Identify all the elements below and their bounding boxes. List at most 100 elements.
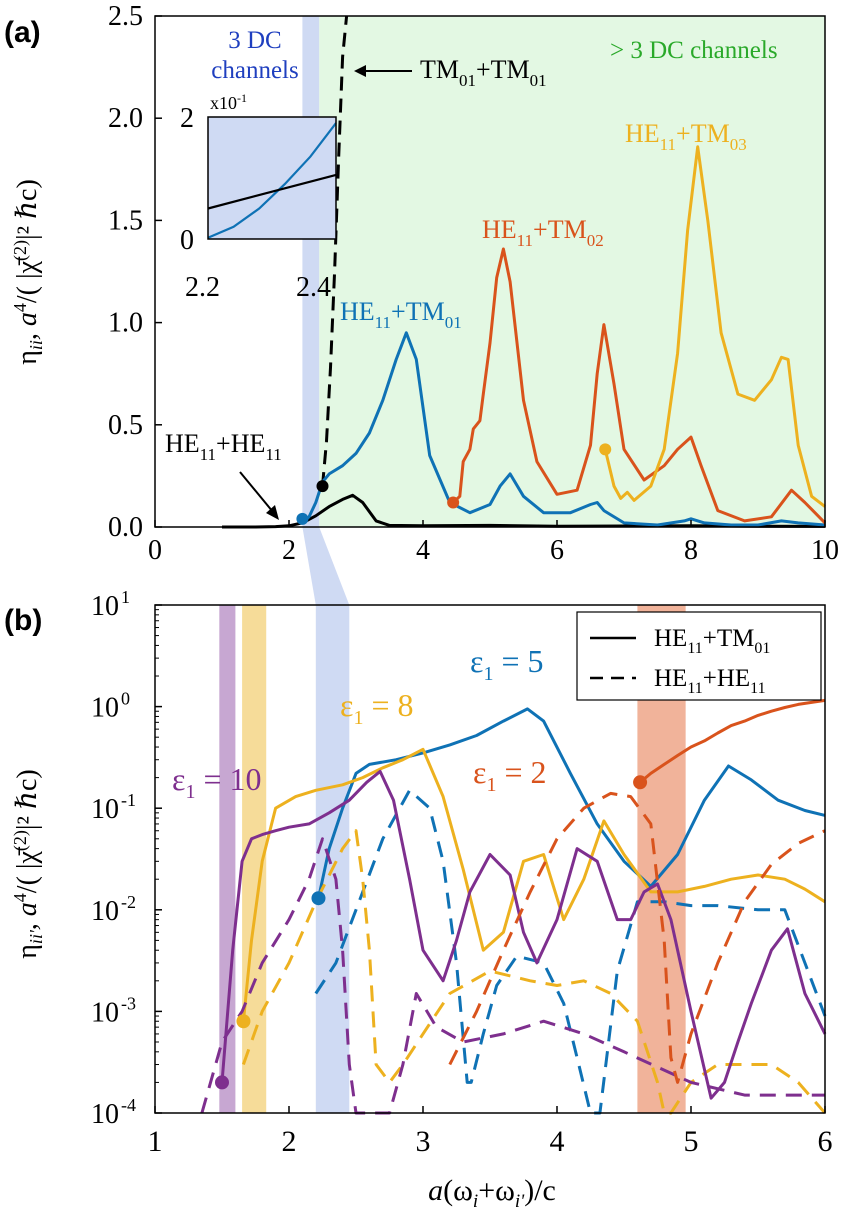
- zoom-connector: [302, 527, 350, 605]
- ytick-label-b-1: 10: [91, 693, 119, 724]
- ytick-label-b-3: 10: [91, 896, 119, 927]
- label-he11-tm01: HE11+TM01: [340, 297, 462, 332]
- arrow-he11-he11: [239, 471, 274, 513]
- inset-exponent: x10-1: [210, 91, 247, 113]
- panel-b-tag: (b): [4, 604, 42, 637]
- panel-a-frame: [154, 15, 826, 528]
- panel-b-xlabel: a(ωi+ωi')/c: [428, 1174, 556, 1212]
- legend-dashed-label: HE11+HE11: [654, 665, 766, 697]
- ytick-label-b-4: 10: [91, 997, 119, 1028]
- legend-box: [576, 611, 822, 701]
- ytick-label-a-4: 2.0: [108, 103, 143, 134]
- legend-solid-label: HE11+TM01: [654, 625, 770, 657]
- xtick-label-b-1: 2: [282, 1125, 297, 1158]
- ytick-exp-b-1: 0: [121, 689, 130, 709]
- series-b-2: [241, 747, 826, 1022]
- inset-xtick-left: 2.2: [185, 272, 220, 303]
- xtick-label-a-5: 10: [811, 535, 839, 566]
- region-3dc-label-line2: channels: [211, 57, 298, 84]
- label-he11-tm02: HE11+TM02: [482, 215, 604, 250]
- series-b-5: [200, 837, 825, 1115]
- series-a-3: [452, 247, 827, 524]
- arrowhead-he11-he11: [266, 505, 279, 520]
- inset-series-0: [207, 122, 337, 239]
- inset-frame: [207, 116, 337, 240]
- xtick-label-a-0: 0: [148, 535, 162, 566]
- region-more-dc: [319, 16, 825, 527]
- series-b-0: [317, 707, 826, 899]
- series-b-1: [314, 788, 827, 1115]
- panel-a-ylabel: ηii, a4/( |χ̄(2)|² ℏc): [10, 179, 46, 365]
- xtick-label-b-5: 6: [818, 1125, 833, 1158]
- marker-a-3: [599, 443, 612, 456]
- panel-b-ylabel: ηii', a4/( |χ̄(2)|² ℏc): [10, 769, 46, 958]
- annotation-eps8: ε1 = 8: [340, 687, 413, 729]
- inset-series-1: [207, 173, 337, 210]
- label-he11-he11: HE11+HE11: [165, 429, 282, 464]
- label-he11-tm03: HE11+TM03: [625, 119, 747, 154]
- inset-series: [207, 122, 337, 239]
- inset-ytick-top: 2: [180, 103, 194, 134]
- series-b-7: [448, 791, 826, 1084]
- zoom-connector-shape: [302, 527, 350, 605]
- xtick-label-b-4: 5: [684, 1125, 699, 1158]
- ytick-label-a-0: 0.0: [108, 512, 143, 543]
- region-more-dc-label: > 3 DC channels: [610, 37, 778, 64]
- panel-b-frame: [154, 604, 826, 1114]
- annotation-eps2: ε1 = 2: [473, 754, 546, 796]
- inset-ytick-bottom: 0: [180, 225, 194, 256]
- annotation-eps5: ε1 = 5: [470, 643, 543, 685]
- ytick-label-a-3: 1.5: [108, 205, 143, 236]
- xtick-label-a-1: 2: [282, 535, 296, 566]
- ytick-label-a-5: 2.5: [108, 1, 143, 32]
- region-3dc-label-line1: 3 DC: [228, 27, 281, 54]
- ytick-label-a-1: 0.5: [108, 410, 143, 441]
- marker-a-1: [316, 480, 329, 493]
- xtick-label-b-2: 3: [416, 1125, 431, 1158]
- series-a-4: [603, 145, 826, 508]
- panel-b-series: [200, 698, 827, 1115]
- series-a-2: [301, 331, 826, 527]
- panel-a-tag: (a): [4, 16, 41, 49]
- panel-a-series: [222, 15, 827, 529]
- panel-a: 0 2 4 6 8 10 0.0 0.5 1.0 1.5 2.0 2.5 (a) 3 DC chann…: [4, 1, 839, 566]
- marker-a-0: [296, 512, 309, 525]
- legend: HE11+TM01 HE11+HE11: [576, 611, 822, 701]
- ytick-exp-b-3: -2: [121, 892, 136, 912]
- ytick-label-b-2: 10: [91, 794, 119, 825]
- ytick-exp-b-2: -1: [121, 790, 136, 810]
- series-b-6: [639, 698, 826, 784]
- ytick-exp-b-5: -4: [121, 1095, 136, 1115]
- marker-a-2: [447, 496, 460, 509]
- inset-xtick-right: 2.4: [296, 272, 331, 303]
- label-tm01-tm01: TM01+TM01: [420, 55, 547, 90]
- arrowhead-tm01-tm01: [354, 65, 366, 77]
- xtick-label-a-3: 6: [550, 535, 564, 566]
- xtick-label-a-4: 8: [684, 535, 698, 566]
- ytick-exp-b-0: 1: [121, 587, 130, 607]
- panel-a-regions: [302, 16, 825, 527]
- inset-background: [208, 117, 336, 239]
- marker-b-0: [215, 1075, 229, 1090]
- xtick-label-b-0: 1: [148, 1125, 163, 1158]
- ytick-label-b-5: 10: [91, 1099, 119, 1130]
- panel-b-markers: [215, 775, 648, 1090]
- xtick-label-a-2: 4: [416, 535, 430, 566]
- panel-a-ticks: 0 2 4 6 8 10 0.0 0.5 1.0 1.5 2.0 2.5: [108, 1, 839, 566]
- ytick-label-a-2: 1.0: [108, 308, 143, 339]
- marker-b-2: [311, 891, 326, 906]
- marker-b-1: [236, 1014, 251, 1029]
- band-b-2: [315, 605, 350, 1113]
- series-b-4: [220, 769, 827, 1100]
- marker-b-3: [633, 775, 648, 790]
- band-b-0: [219, 605, 236, 1113]
- inset-plot: x10-1 2 0 2.2 2.4: [180, 91, 337, 303]
- annotation-eps10: ε1 = 10: [172, 761, 261, 803]
- xtick-label-b-3: 4: [550, 1125, 565, 1158]
- panel-a-markers: [296, 443, 612, 525]
- ytick-label-b-0: 10: [91, 591, 119, 622]
- ytick-exp-b-4: -3: [121, 993, 136, 1013]
